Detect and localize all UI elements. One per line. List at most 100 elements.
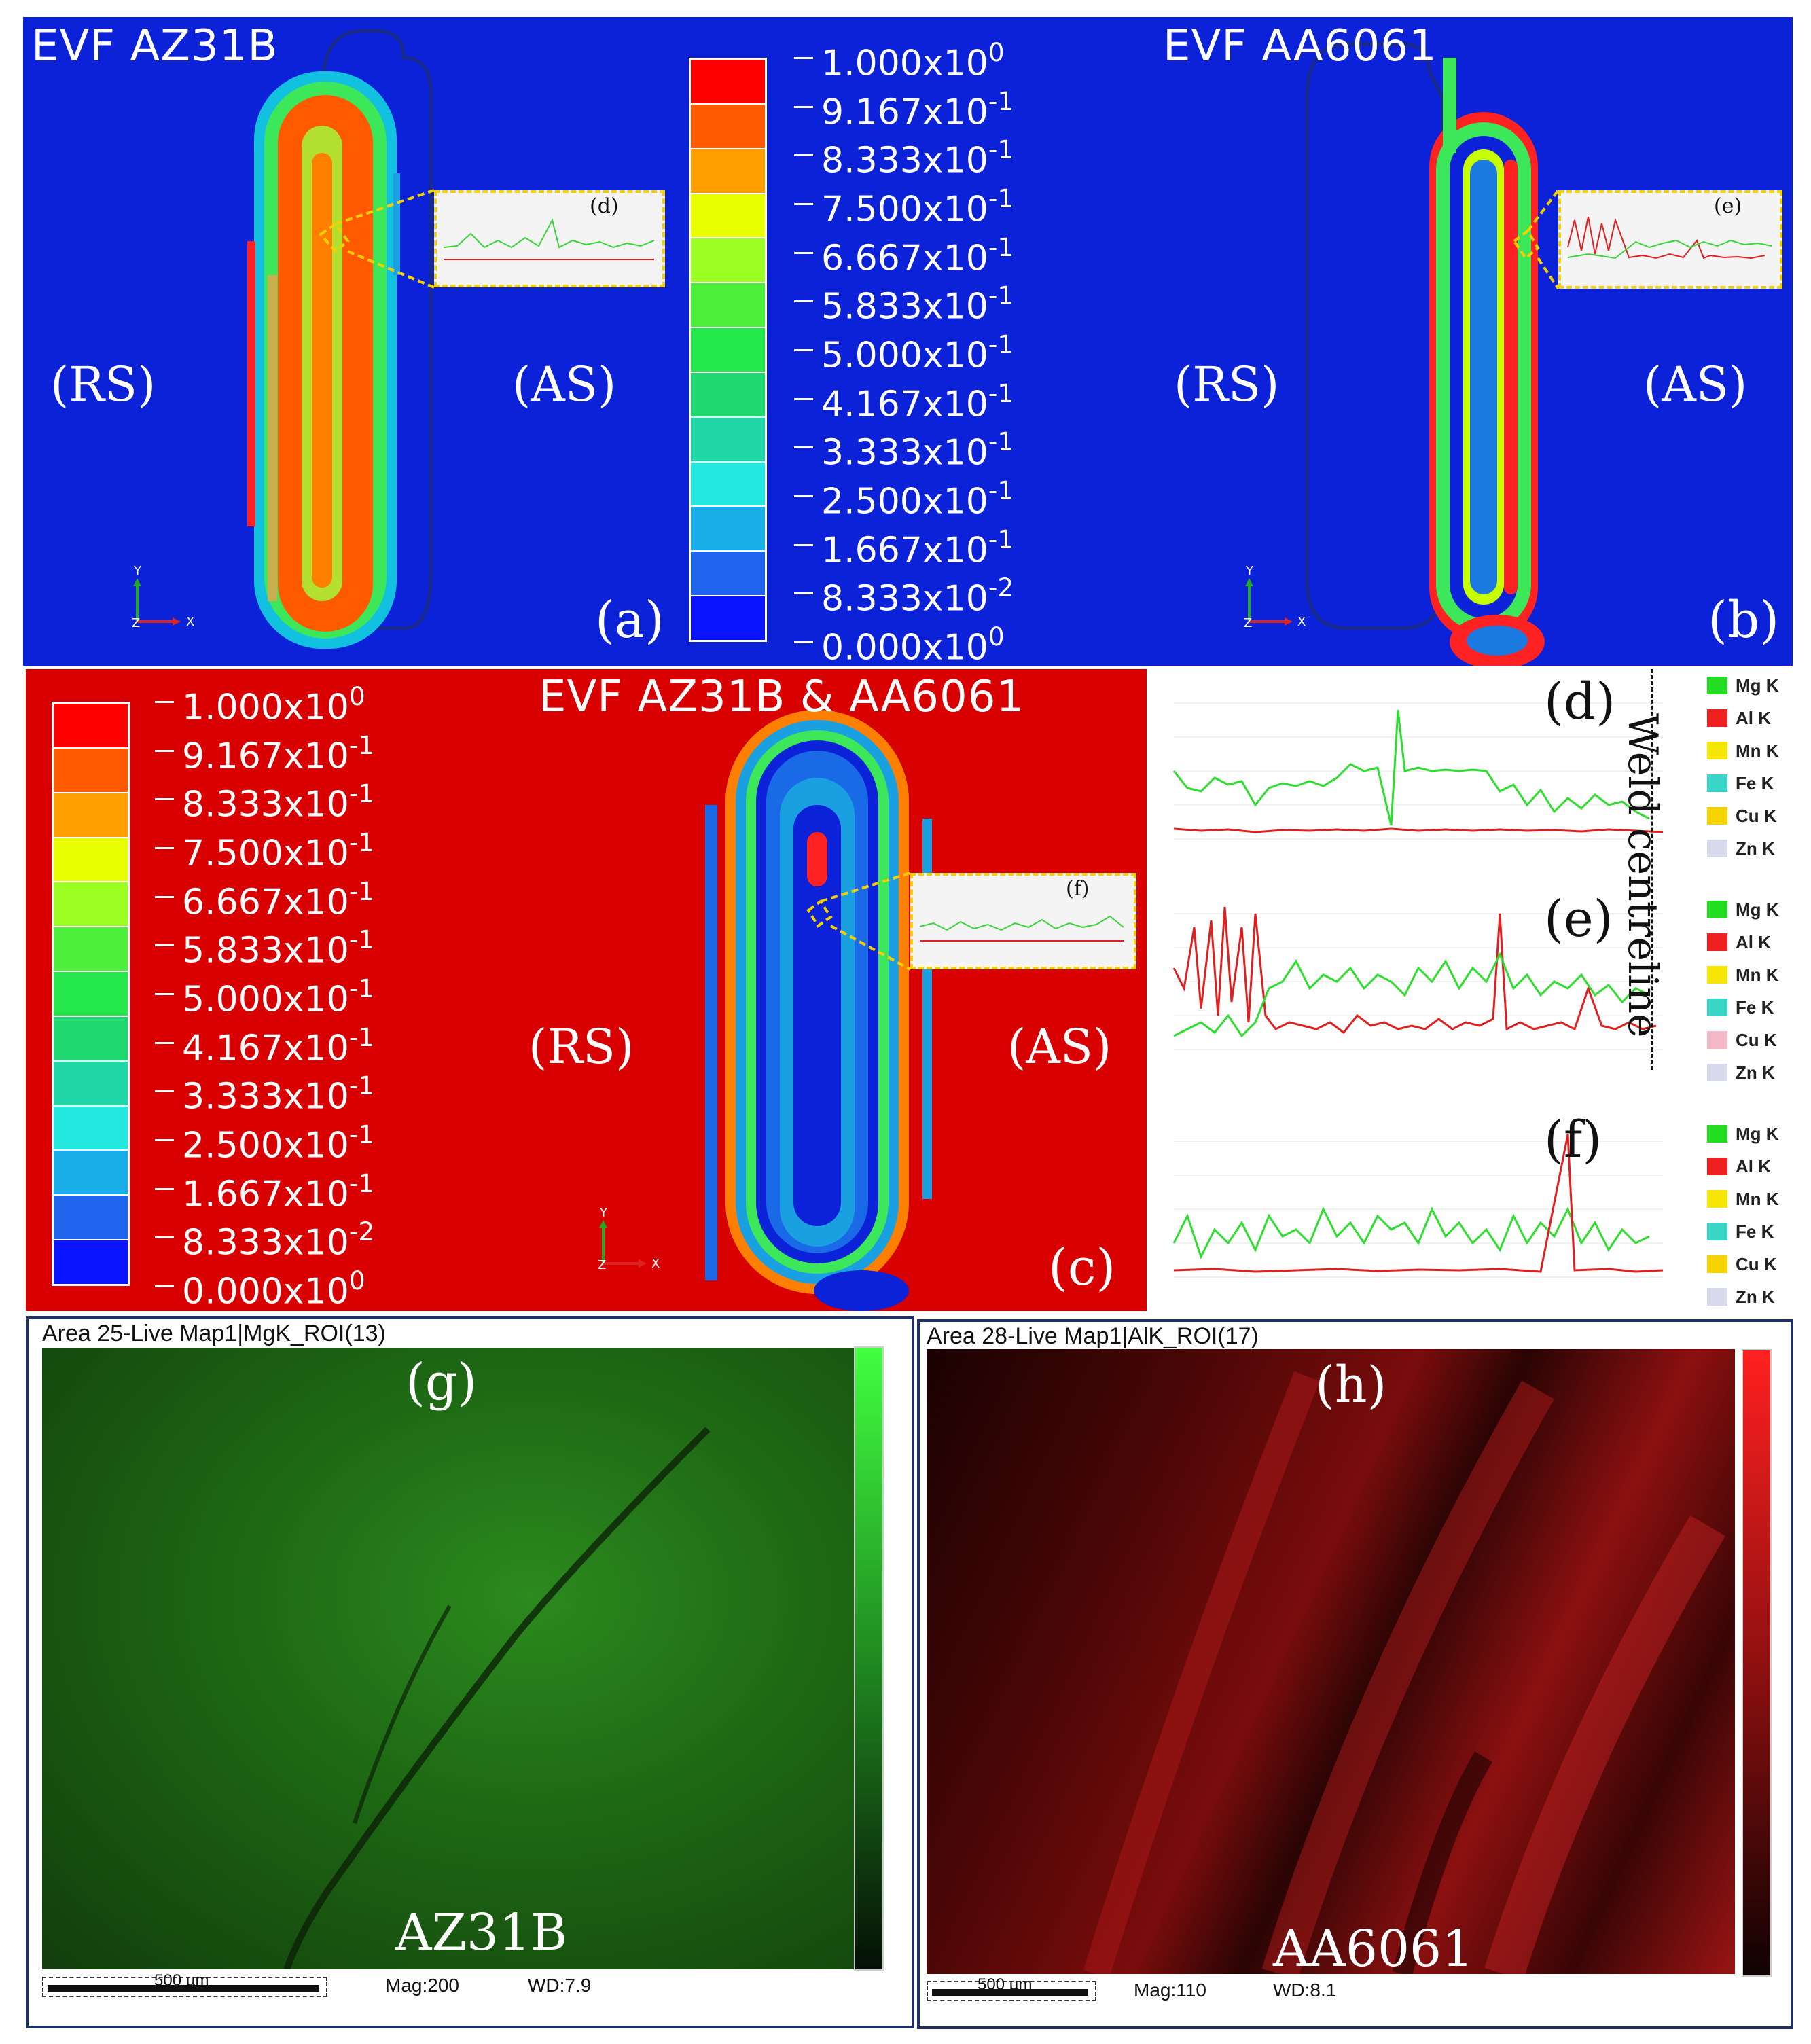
colorbar-swatch	[691, 552, 765, 597]
colorbar-tick	[155, 1187, 174, 1190]
legend-label: Al K	[1736, 1155, 1771, 1177]
legend-swatch	[1707, 1064, 1727, 1081]
colorbar-tick	[155, 847, 174, 849]
colorbar-tick	[155, 944, 174, 947]
edx-legend-f: Mg K Al K Mn K Fe K Cu K Zn K	[1707, 1117, 1779, 1311]
colorbar-tick-label: 2.500x10-1	[821, 476, 1014, 522]
legend-swatch	[1707, 1223, 1727, 1240]
legend-swatch	[1707, 1255, 1727, 1273]
map-g-colorscale	[854, 1346, 884, 1971]
colorbar-tick-label: 7.500x10-1	[182, 827, 375, 874]
colorbar-tick	[794, 543, 813, 546]
colorbar-tick	[155, 1139, 174, 1141]
colorbar-tick-label: 5.833x10-1	[182, 925, 375, 971]
colorbar-tick	[794, 495, 813, 497]
legend-entry: Mg K	[1707, 893, 1779, 926]
colorbar-tick	[794, 203, 813, 205]
panel-a: EVF AZ31B (RS) (AS) (a) (d) Y Z X	[23, 17, 675, 666]
colorbar-tick	[155, 993, 174, 995]
colorbar-swatch	[54, 748, 128, 793]
legend-entry: Mn K	[1707, 1183, 1779, 1215]
colorbar-top-swatches	[689, 58, 767, 642]
legend-label: Fe K	[1736, 997, 1774, 1018]
axis-y-c: Y	[600, 1206, 607, 1220]
colorbar-swatch	[54, 882, 128, 928]
chart-d-label: (d)	[1544, 673, 1616, 731]
axis-x-b: X	[1297, 615, 1306, 629]
colorbar-tick-label: 5.833x10-1	[821, 281, 1014, 327]
colorbar-swatch	[691, 194, 765, 239]
map-g-scalebar	[42, 1977, 327, 1997]
colorbar-tick-label: 8.333x10-2	[182, 1217, 375, 1263]
legend-swatch	[1707, 1125, 1727, 1143]
map-g: Area 25-Live Map1|MgK_ROI(13) (g) AZ31B …	[26, 1316, 914, 2028]
colorbar-tick	[155, 1285, 174, 1287]
colorbar-tick-label: 3.333x10-1	[821, 427, 1014, 473]
legend-swatch	[1707, 677, 1727, 694]
colorbar-tick	[155, 1090, 174, 1093]
axis-y-a: Y	[134, 564, 141, 578]
chart-f-label: (f)	[1544, 1111, 1602, 1169]
colorbar-tick-label: 5.000x10-1	[182, 973, 375, 1020]
inset-chart-f: (f)	[910, 873, 1136, 969]
colorbar-tick	[794, 251, 813, 254]
legend-swatch	[1707, 742, 1727, 759]
legend-entry: Cu K	[1707, 800, 1779, 832]
colorbar-swatch	[54, 1240, 128, 1284]
inset-d-label: (d)	[590, 194, 619, 218]
inset-zoom-lines-b	[1512, 189, 1560, 290]
inset-e-label: (e)	[1714, 194, 1742, 218]
panel-a-label: (a)	[595, 591, 664, 649]
legend-swatch	[1707, 840, 1727, 857]
legend-swatch	[1707, 709, 1727, 727]
colorbar-c-swatches	[52, 702, 130, 1286]
colorbar-tick-label: 7.500x10-1	[821, 183, 1014, 230]
legend-label: Fe K	[1736, 1221, 1774, 1242]
colorbar-swatch	[691, 104, 765, 149]
rs-label-c: (RS)	[528, 1019, 634, 1075]
inset-chart-e: (e)	[1558, 190, 1782, 289]
colorbar-tick-label: 1.667x10-1	[182, 1168, 375, 1215]
edx-chart-e	[1172, 906, 1663, 1050]
legend-entry: Fe K	[1707, 1215, 1779, 1248]
legend-label: Al K	[1736, 707, 1771, 728]
legend-entry: Mg K	[1707, 669, 1779, 702]
colorbar-tick-label: 4.167x10-1	[182, 1022, 375, 1069]
edx-f-al-line	[1173, 1134, 1663, 1273]
map-g-mag: Mag:200	[385, 1975, 459, 1996]
legend-swatch	[1707, 1190, 1727, 1208]
colorbar-tick	[155, 1041, 174, 1044]
axis-y-b: Y	[1246, 564, 1253, 578]
axis-triad-b	[1245, 578, 1293, 626]
colorbar-swatch	[691, 507, 765, 552]
legend-entry: Al K	[1707, 1150, 1779, 1183]
legend-entry: Mg K	[1707, 1117, 1779, 1150]
colorbar-swatch	[691, 372, 765, 418]
panel-b: EVF AA6061 (RS) (AS) (b) (e) Y Z X	[1144, 17, 1793, 666]
colorbar-tick	[794, 57, 813, 59]
edx-legend-d: Mg K Al K Mn K Fe K Cu K Zn K	[1707, 669, 1779, 865]
colorbar-swatch	[691, 149, 765, 194]
colorbar-top: 1.000x100 9.167x10-1 8.333x10-1 7.500x10-1 6…	[675, 17, 1144, 666]
legend-entry: Al K	[1707, 926, 1779, 958]
axis-triad-a	[133, 578, 181, 626]
legend-label: Mg K	[1736, 899, 1779, 920]
colorbar-tick	[794, 105, 813, 108]
legend-entry: Al K	[1707, 702, 1779, 734]
colorbar-swatch	[54, 1061, 128, 1107]
axis-x-c: X	[651, 1257, 660, 1271]
colorbar-tick-label: 8.333x10-2	[821, 573, 1014, 620]
legend-label: Fe K	[1736, 772, 1774, 793]
colorbar-tick	[155, 895, 174, 898]
colorbar-tick-label: 9.167x10-1	[182, 730, 375, 777]
weld-centreline-label: Weld centreline	[1619, 713, 1666, 1038]
colorbar-swatch	[691, 462, 765, 507]
legend-swatch	[1707, 1031, 1727, 1049]
colorbar-swatch	[54, 927, 128, 973]
colorbar-swatch	[691, 283, 765, 329]
axis-triad-c	[599, 1220, 647, 1268]
chart-e-label: (e)	[1544, 890, 1613, 948]
colorbar-tick	[794, 641, 813, 643]
legend-label: Mn K	[1736, 1188, 1779, 1209]
rs-label-b: (RS)	[1174, 357, 1280, 412]
